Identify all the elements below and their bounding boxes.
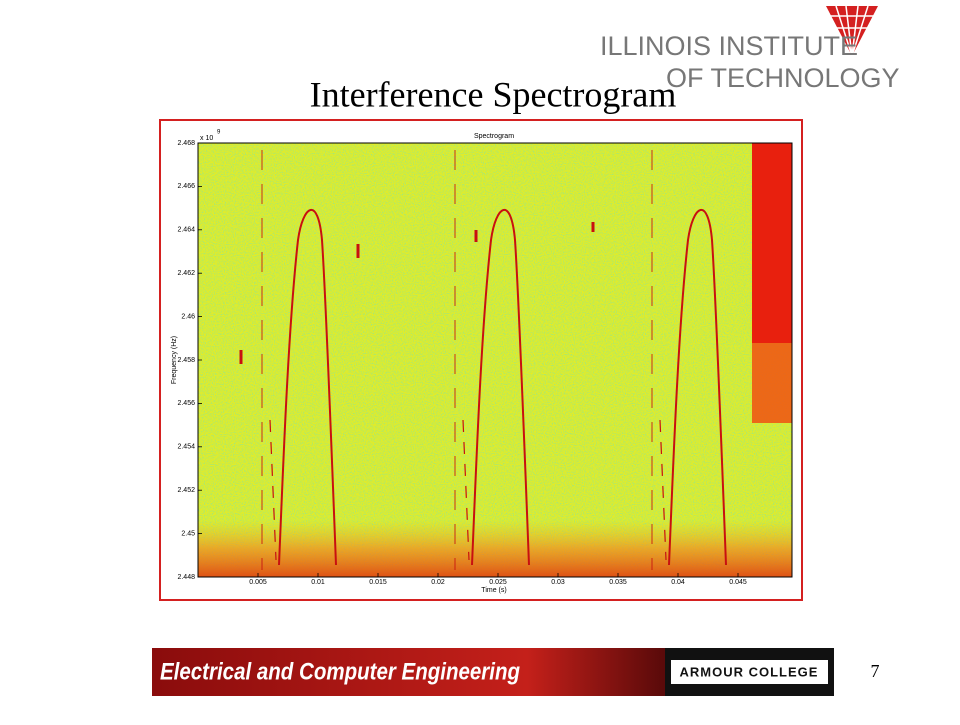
x-tick-label: 0.015 <box>369 579 387 586</box>
footer-college-plate <box>671 660 828 684</box>
spectrogram-low-band <box>198 520 792 577</box>
y-tick-label: 2.454 <box>177 444 195 451</box>
logo-mark <box>826 6 878 56</box>
y-tick-label: 2.464 <box>177 227 195 234</box>
y-tick-label: 2.45 <box>181 530 195 537</box>
plot-title: Spectrogram <box>474 133 514 140</box>
y-tick-label: 2.456 <box>177 400 195 407</box>
y-tick-label: 2.448 <box>177 574 195 581</box>
trace-line <box>269 419 277 561</box>
y-multiplier: x 10 <box>200 135 213 142</box>
y-tick-label: 2.452 <box>177 487 195 494</box>
logo-grid <box>826 5 878 57</box>
y-tick-label: 2.462 <box>177 270 195 277</box>
x-tick-label: 0.005 <box>249 579 267 586</box>
logo-line1: ILLINOIS INSTITUTE <box>600 31 858 61</box>
footer-college: ARMOUR COLLEGE <box>680 664 819 679</box>
x-tick-label: 0.04 <box>671 579 685 586</box>
x-tick-label: 0.01 <box>311 579 325 586</box>
page-number: 7 <box>871 661 880 681</box>
y-tick-label: 2.458 <box>177 357 195 364</box>
x-tick-label: 0.025 <box>489 579 507 586</box>
spectrogram-traces <box>239 149 727 571</box>
slide-title: Interference Spectrogram <box>310 74 677 114</box>
spectrogram: Spectrogram Time (s) Frequency (Hz) x 10… <box>171 130 793 594</box>
spectrogram-noise <box>198 143 792 577</box>
logo: ILLINOIS INSTITUTE OF TECHNOLOGY <box>600 5 900 93</box>
y-tick-label: 2.468 <box>177 140 195 147</box>
y-axis-label: Frequency (Hz) <box>171 336 178 384</box>
x-axis-label: Time (s) <box>481 587 506 594</box>
x-tick-label: 0.045 <box>729 579 747 586</box>
x-tick-label: 0.03 <box>551 579 565 586</box>
x-tick-label: 0.035 <box>609 579 627 586</box>
trace-group <box>261 150 337 570</box>
logo-line2: OF TECHNOLOGY <box>666 63 900 93</box>
spectrogram-burst <box>752 343 792 423</box>
trace-blip <box>239 222 595 364</box>
y-tick-label: 2.466 <box>177 183 195 190</box>
y-multiplier-exponent: 9 <box>217 130 221 136</box>
x-tick-label: 0.02 <box>431 579 445 586</box>
footer-department: Electrical and Computer Engineering <box>160 658 520 685</box>
spectrogram-burst <box>752 143 792 343</box>
y-tick-label: 2.46 <box>181 313 195 320</box>
trace-arch <box>278 209 337 566</box>
